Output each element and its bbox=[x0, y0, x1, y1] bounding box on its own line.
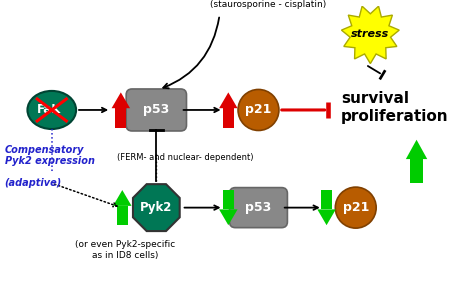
Text: (FERM- and nuclear- dependent): (FERM- and nuclear- dependent) bbox=[117, 153, 254, 162]
Ellipse shape bbox=[27, 91, 76, 129]
Text: (or even Pyk2-specific
as in ID8 cells): (or even Pyk2-specific as in ID8 cells) bbox=[74, 240, 175, 260]
Text: (adaptive): (adaptive) bbox=[5, 178, 62, 188]
Polygon shape bbox=[223, 108, 234, 128]
Polygon shape bbox=[321, 190, 332, 209]
Polygon shape bbox=[341, 6, 399, 64]
FancyBboxPatch shape bbox=[229, 188, 287, 228]
Text: survival
proliferation: survival proliferation bbox=[341, 91, 449, 124]
Polygon shape bbox=[219, 92, 237, 108]
Text: (staurosporine - cisplatin): (staurosporine - cisplatin) bbox=[210, 1, 326, 9]
Polygon shape bbox=[111, 92, 130, 108]
Text: stress: stress bbox=[351, 29, 390, 39]
Polygon shape bbox=[113, 190, 131, 206]
Text: p53: p53 bbox=[246, 201, 272, 214]
Polygon shape bbox=[410, 159, 423, 183]
Circle shape bbox=[238, 89, 279, 130]
Polygon shape bbox=[317, 209, 336, 225]
FancyArrowPatch shape bbox=[163, 18, 219, 88]
FancyBboxPatch shape bbox=[126, 89, 186, 131]
Polygon shape bbox=[117, 206, 128, 225]
Polygon shape bbox=[406, 140, 427, 159]
Text: Compensatory
Pyk2 expression: Compensatory Pyk2 expression bbox=[5, 145, 95, 166]
Text: Pyk2: Pyk2 bbox=[140, 201, 173, 214]
Text: p21: p21 bbox=[245, 103, 272, 116]
Circle shape bbox=[335, 187, 376, 228]
Polygon shape bbox=[219, 209, 237, 225]
Text: p53: p53 bbox=[143, 103, 170, 116]
Polygon shape bbox=[133, 184, 180, 231]
Text: FaK: FaK bbox=[37, 103, 62, 116]
Polygon shape bbox=[223, 190, 234, 209]
Polygon shape bbox=[116, 108, 126, 128]
Text: p21: p21 bbox=[343, 201, 369, 214]
